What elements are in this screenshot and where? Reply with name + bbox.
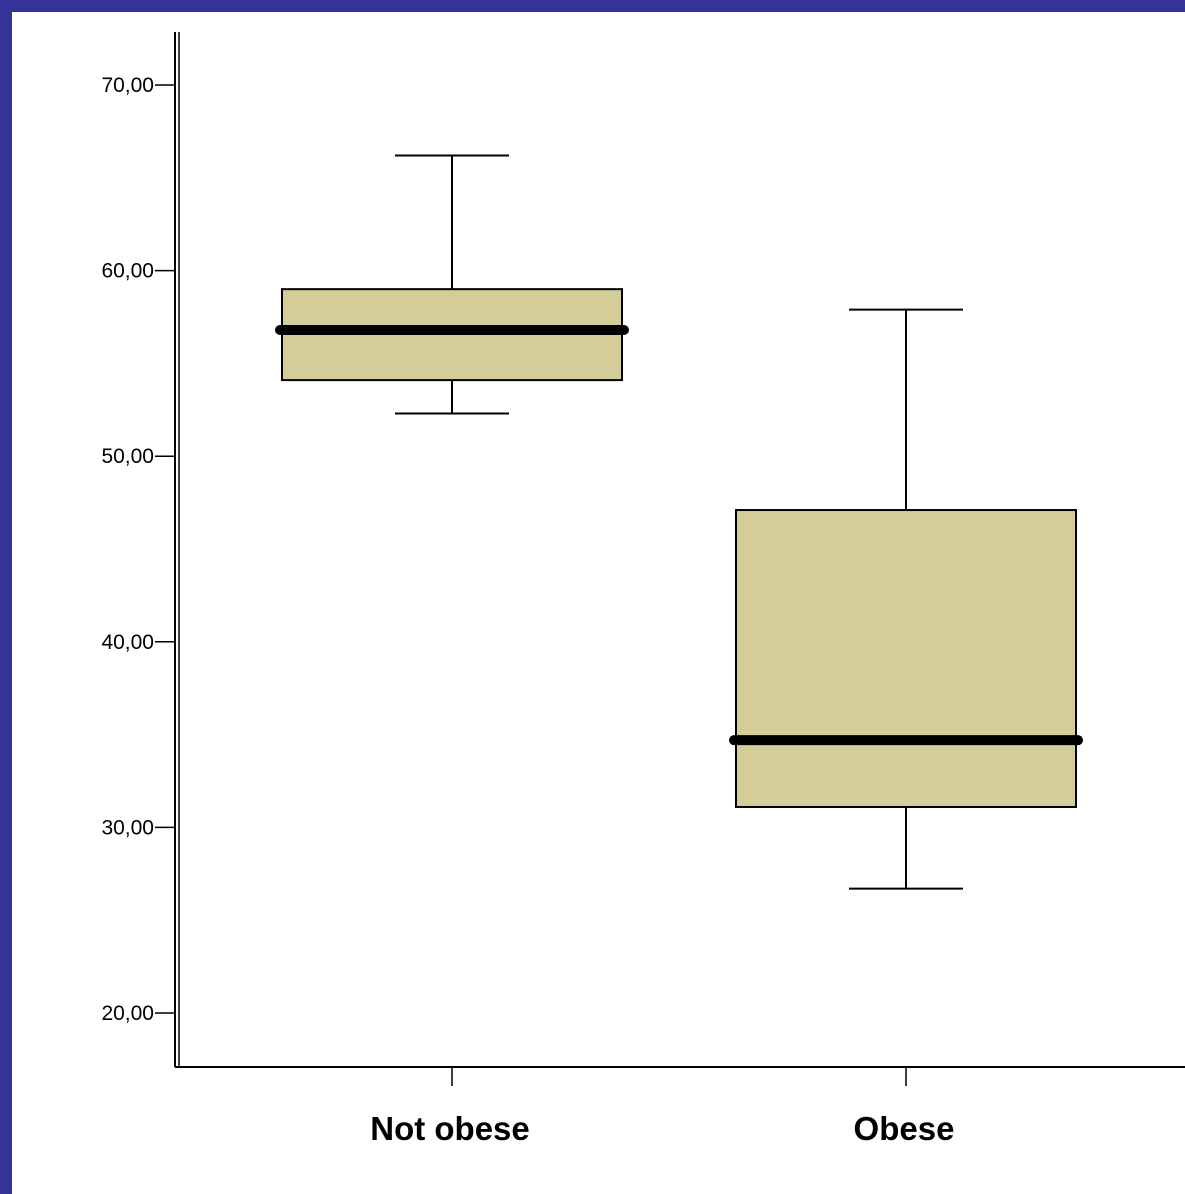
y-tick-label: 70,00 xyxy=(101,74,154,97)
y-tick-label: 20,00 xyxy=(101,1002,154,1025)
boxes xyxy=(275,154,1083,890)
x-category-label: Obese xyxy=(854,1110,955,1147)
box-group xyxy=(729,308,1083,890)
x-category-label: Not obese xyxy=(370,1110,530,1147)
box-group xyxy=(275,154,629,415)
y-axis: 20,00 30,00 40,00 50,00 60,00 70,00 xyxy=(101,32,180,1067)
y-tick-label: 30,00 xyxy=(101,816,154,839)
y-tick-label: 50,00 xyxy=(101,445,154,468)
chart-frame: 20,00 30,00 40,00 50,00 60,00 70,00 Not obese… xyxy=(12,12,1185,1194)
x-axis: Not obese Obese xyxy=(175,1066,1185,1147)
boxplot-chart: 20,00 30,00 40,00 50,00 60,00 70,00 Not obese… xyxy=(101,32,1185,1147)
y-tick-label: 40,00 xyxy=(101,631,154,654)
box-iqr xyxy=(735,509,1077,808)
y-tick-label: 60,00 xyxy=(101,260,154,283)
